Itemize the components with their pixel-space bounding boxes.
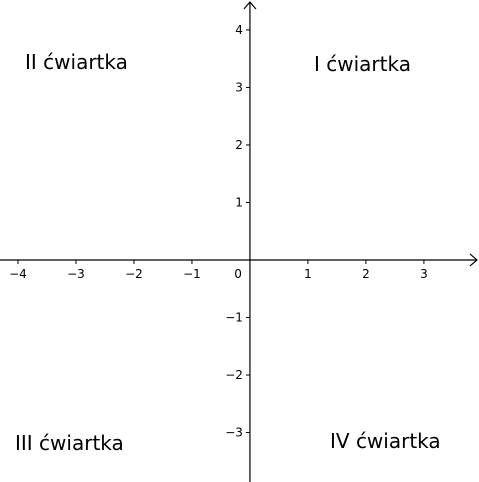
x-tick-label: −4 bbox=[9, 267, 27, 281]
x-tick-label: 1 bbox=[304, 267, 312, 281]
x-tick-label: 2 bbox=[362, 267, 370, 281]
y-tick-label: 2 bbox=[235, 138, 243, 152]
y-axis-arrow bbox=[243, 1, 257, 10]
y-tick-label: −2 bbox=[225, 368, 243, 382]
y-tick-label: 1 bbox=[235, 195, 243, 209]
y-tick-label: −1 bbox=[225, 310, 243, 324]
y-tick-label: 3 bbox=[235, 80, 243, 94]
quadrant-label: III ćwiartka bbox=[15, 431, 124, 455]
x-tick-label: −1 bbox=[183, 267, 201, 281]
y-tick-label: 4 bbox=[235, 23, 243, 37]
quadrant-label: IV ćwiartka bbox=[330, 429, 441, 453]
y-tick-label: −3 bbox=[225, 426, 243, 440]
origin-label: 0 bbox=[234, 267, 242, 281]
quadrant-label: I ćwiartka bbox=[314, 52, 411, 76]
quadrant-label: II ćwiartka bbox=[25, 50, 128, 74]
x-axis-arrow bbox=[469, 253, 478, 267]
x-tick-label: −2 bbox=[125, 267, 143, 281]
x-tick-label: −3 bbox=[67, 267, 85, 281]
x-tick-label: 3 bbox=[420, 267, 428, 281]
